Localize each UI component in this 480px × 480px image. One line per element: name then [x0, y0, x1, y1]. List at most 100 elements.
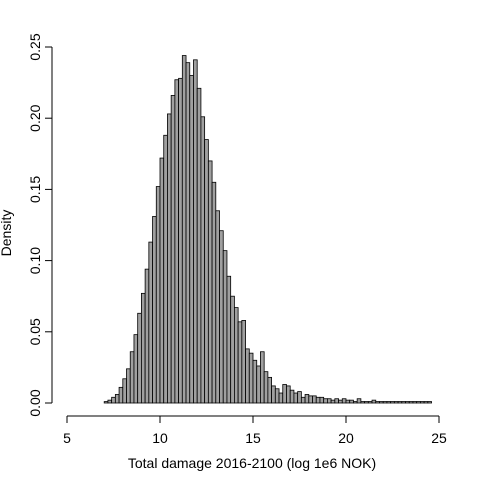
- histogram-bar: [360, 401, 366, 404]
- histogram-bar: [274, 388, 280, 404]
- histogram-bar: [174, 79, 180, 404]
- histogram-bar: [178, 77, 183, 404]
- histogram-bar: [118, 386, 124, 404]
- histogram-bar: [248, 352, 254, 404]
- histogram-bar: [152, 216, 157, 404]
- histogram-bar: [237, 321, 243, 404]
- histogram-bar: [204, 139, 209, 404]
- y-axis: 0.00 0.05 0.10 0.15 0.20 0.25: [27, 33, 53, 417]
- histogram-bar: [230, 295, 235, 404]
- histogram-bar: [245, 348, 250, 404]
- histogram-bar: [181, 55, 187, 404]
- histogram-bar: [278, 392, 284, 404]
- histogram-bar: [222, 250, 228, 404]
- histogram-bar: [252, 359, 258, 404]
- histogram-bar: [193, 59, 198, 404]
- histogram-bar: [114, 394, 120, 404]
- histogram-bar: [167, 113, 172, 404]
- histogram-bar: [408, 401, 414, 404]
- x-tick-label: 5: [63, 430, 71, 446]
- y-tick-label: 0.00: [27, 389, 43, 416]
- histogram-bar: [144, 268, 150, 404]
- histogram-bar: [133, 334, 139, 404]
- histogram-bar: [323, 398, 328, 404]
- x-axis: 5 10 15 20 25: [63, 415, 447, 446]
- histogram-bar: [412, 401, 418, 404]
- histogram-bar: [393, 401, 399, 404]
- histogram-bar: [140, 292, 146, 404]
- histogram-bar: [416, 401, 421, 404]
- histogram-bar: [312, 395, 317, 404]
- histogram-bar: [215, 210, 220, 404]
- histogram-bar: [267, 376, 273, 404]
- histogram-bar: [256, 365, 261, 404]
- x-axis-title: Total damage 2016-2100 (log 1e6 NOK): [128, 455, 376, 471]
- histogram-bar: [371, 399, 377, 404]
- y-tick-label: 0.05: [27, 318, 43, 345]
- histogram-bar: [289, 389, 295, 404]
- histogram-bar: [189, 75, 194, 404]
- histogram-bar: [330, 399, 336, 404]
- histogram-bar: [341, 398, 347, 404]
- histogram-bar: [382, 401, 388, 404]
- histogram-bar: [226, 275, 232, 404]
- histogram-bar: [129, 351, 135, 404]
- histogram-bar: [390, 401, 395, 404]
- histogram-bar: [155, 186, 161, 404]
- histogram-bar: [233, 307, 239, 404]
- histogram-bar: [319, 396, 325, 404]
- histogram-bar: [103, 401, 109, 404]
- y-tick-label: 0.25: [27, 33, 43, 60]
- histogram-bar: [308, 395, 313, 404]
- histogram-bar: [282, 384, 287, 404]
- histogram-bar: [196, 87, 202, 404]
- histogram-bar: [263, 371, 269, 404]
- x-tick-label: 10: [152, 430, 168, 446]
- histogram-bar: [271, 385, 276, 404]
- histogram-bar: [297, 391, 302, 404]
- histogram-bar: [241, 320, 246, 404]
- histogram-bar: [401, 401, 406, 404]
- histogram-bar: [286, 385, 291, 404]
- histogram-bar: [159, 157, 165, 404]
- histogram-bar: [427, 401, 432, 404]
- histogram-bar: [126, 368, 131, 404]
- histogram-bar: [375, 401, 380, 404]
- histogram-bar: [315, 396, 321, 404]
- histogram-bar: [122, 378, 127, 404]
- histogram-bar: [170, 95, 176, 404]
- histogram-bar: [137, 312, 142, 404]
- histogram-bar: [219, 230, 224, 404]
- histogram-bar: [185, 62, 191, 404]
- y-axis-title: Density: [0, 210, 14, 257]
- histogram-bar: [304, 394, 310, 404]
- y-tick-label: 0.15: [27, 176, 43, 203]
- histogram-bar: [419, 401, 425, 404]
- histogram-bar: [207, 160, 213, 404]
- histogram-bar: [300, 396, 306, 404]
- histogram-bar: [163, 134, 168, 404]
- histogram-bar: [405, 401, 410, 404]
- histogram-bar: [211, 181, 217, 404]
- histogram-bars: [103, 55, 432, 404]
- histogram-bar: [334, 398, 339, 404]
- x-tick-label: 15: [245, 430, 261, 446]
- histogram-bar: [293, 392, 299, 404]
- x-tick-label: 20: [338, 430, 354, 446]
- histogram-bar: [379, 401, 384, 404]
- histogram-bar: [111, 396, 116, 404]
- histogram-bar: [107, 399, 113, 404]
- histogram-bar: [386, 401, 392, 404]
- histogram-bar: [338, 399, 343, 404]
- y-tick-label: 0.20: [27, 104, 43, 131]
- histogram-bar: [364, 401, 369, 404]
- histogram-bar: [345, 399, 351, 404]
- histogram-bar: [326, 398, 332, 404]
- histogram-bar: [356, 398, 362, 404]
- histogram-bar: [367, 401, 373, 404]
- histogram-bar: [200, 116, 206, 404]
- y-tick-label: 0.10: [27, 247, 43, 274]
- x-tick-label: 25: [431, 430, 447, 446]
- histogram-bar: [423, 401, 429, 404]
